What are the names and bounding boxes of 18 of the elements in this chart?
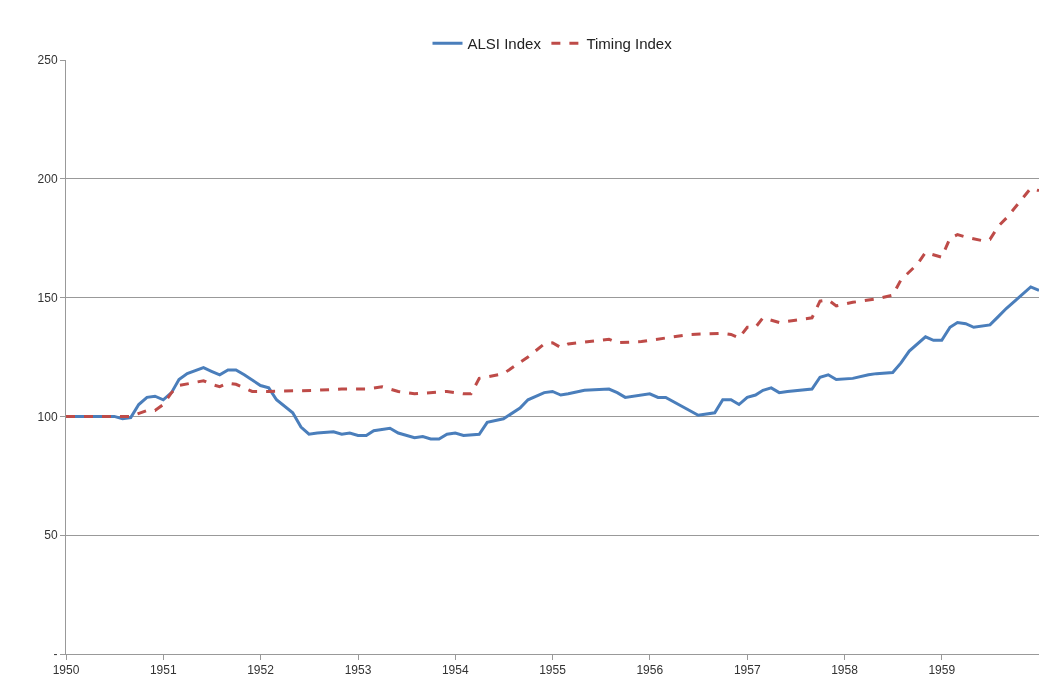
x-tick-label: 1953 xyxy=(344,663,372,678)
y-tick-label: - xyxy=(53,647,58,662)
x-tick-label: 1958 xyxy=(831,663,859,678)
x-tick-label: 1956 xyxy=(636,663,664,678)
y-tick-label: 50 xyxy=(44,528,58,543)
x-tick-label: 1955 xyxy=(539,663,567,678)
x-tick-label: 1957 xyxy=(733,663,761,678)
legend-label: Timing Index xyxy=(586,35,673,53)
x-tick-label: 1954 xyxy=(441,663,469,678)
x-tick-label: 1950 xyxy=(52,663,80,678)
y-tick-label: 100 xyxy=(37,409,58,424)
legend-label: ALSI Index xyxy=(467,35,542,53)
x-tick-label: 1951 xyxy=(149,663,177,678)
y-tick-label: 250 xyxy=(37,53,58,68)
x-tick-label: 1959 xyxy=(928,663,956,678)
x-tick-label: 1952 xyxy=(247,663,275,678)
y-tick-label: 150 xyxy=(37,290,58,305)
y-tick-label: 200 xyxy=(37,172,58,186)
